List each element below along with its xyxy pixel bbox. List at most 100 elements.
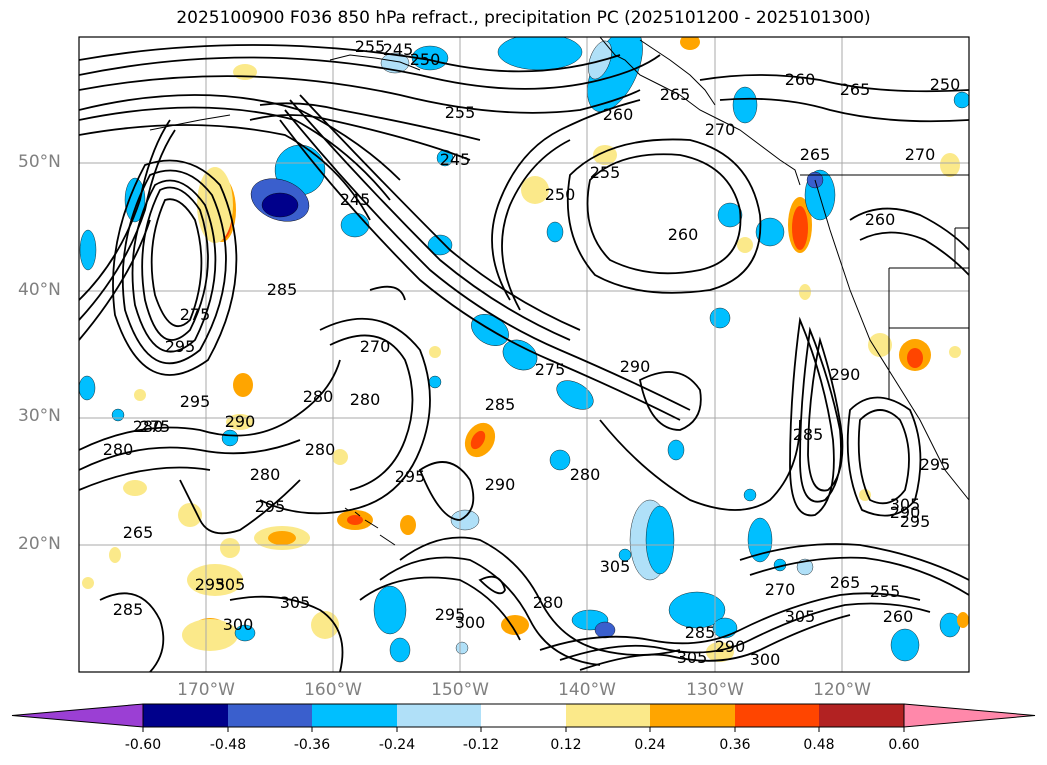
lon-label-170w: 170°W (177, 680, 235, 700)
contour-label: 300 (223, 615, 254, 634)
contour-line (807, 336, 844, 492)
contour-line (99, 592, 165, 672)
coastline (149, 37, 969, 546)
colorbar-bin (819, 704, 904, 727)
contour-line (79, 119, 171, 301)
lat-label-40n: 40°N (18, 280, 61, 300)
contour-line (249, 114, 471, 161)
contour-label: 245 (440, 150, 471, 169)
refractivity-contours (79, 44, 969, 672)
graticule (79, 37, 969, 672)
contour-label: 290 (830, 365, 861, 384)
precipitation-cell (233, 373, 253, 397)
lon-label-140w: 140°W (558, 680, 616, 700)
contour-label: 270 (705, 120, 736, 139)
precipitation-cell (645, 505, 675, 575)
coastline-segment (149, 114, 231, 131)
colorbar-tick: 0.36 (719, 737, 751, 753)
lat-label-20n: 20°N (18, 534, 61, 554)
contour-label: 295 (920, 455, 951, 474)
contour-line (79, 54, 661, 90)
contour-line (329, 334, 414, 491)
contour-label: 265 (800, 145, 831, 164)
precipitation-cell (400, 515, 416, 535)
lon-label-130w: 130°W (686, 680, 744, 700)
contour-line (849, 207, 969, 251)
contour-line (229, 595, 344, 672)
contour-label: 255 (355, 37, 386, 56)
precipitation-cell (427, 234, 453, 256)
precipitation-cell (940, 153, 960, 177)
contour-line (566, 138, 762, 294)
contour-label: 295 (195, 575, 226, 594)
precipitation-cell (187, 564, 243, 596)
contour-label: 300 (750, 650, 781, 669)
contour-label: 260 (668, 225, 699, 244)
coastline-segment (599, 37, 801, 186)
precipitation-cell (109, 547, 121, 563)
precipitation-cell (732, 86, 758, 124)
contour-label: 290 (890, 503, 921, 522)
coastline-segment (639, 39, 716, 106)
precipitation-cell (680, 37, 700, 50)
contour-label: 290 (225, 412, 256, 431)
precipitation-cell (233, 64, 257, 80)
precipitation-cell (332, 449, 348, 465)
contour-line (699, 74, 969, 93)
precipitation-cell (667, 439, 685, 461)
precipitation-cell (261, 192, 299, 218)
precipitation-cell (347, 515, 363, 525)
precipitation-cell (220, 538, 240, 558)
precipitation-cell (497, 37, 583, 71)
contour-line (121, 169, 227, 365)
contour-line (284, 109, 691, 411)
contour-label: 280 (533, 593, 564, 612)
contour-line (478, 575, 506, 595)
precipitation-cell (234, 624, 256, 642)
contour-line (739, 543, 969, 581)
contour-label: 295 (395, 467, 426, 486)
precipitation-cell (709, 307, 731, 329)
colorbar-tick: -0.12 (462, 737, 500, 753)
contour-line (859, 231, 969, 276)
contour-label: 290 (620, 357, 651, 376)
contour-label: 305 (890, 495, 921, 514)
precipitation-cell (618, 548, 632, 562)
contour-label: 260 (883, 607, 914, 626)
contour-line (379, 556, 601, 666)
contour-label: 275 (535, 360, 566, 379)
colorbar-upper-extend (903, 703, 1036, 728)
contour-label: 280 (103, 440, 134, 459)
contour-label: 285 (485, 395, 516, 414)
precipitation-cell (890, 628, 920, 662)
precipitation-cell (949, 346, 961, 358)
contour-line (289, 99, 571, 341)
colorbar-tick: -0.60 (124, 737, 162, 753)
colorbar-frame (142, 703, 905, 728)
contour-label: 255 (590, 163, 621, 182)
contour-line (799, 326, 842, 503)
precipitation-cell (868, 333, 892, 357)
contour-label: 270 (905, 145, 936, 164)
contour-label: 295 (180, 392, 211, 411)
contour-line (491, 99, 641, 301)
precipitation-cell (373, 585, 407, 635)
contour-label: 275 (140, 417, 171, 436)
precipitation-cell (907, 348, 923, 368)
contour-line (857, 409, 910, 505)
precipitation-cell (546, 221, 564, 243)
precipitation-cell (79, 375, 96, 401)
lon-label-120w: 120°W (813, 680, 871, 700)
precipitation-cell (717, 202, 743, 228)
contour-line (719, 97, 969, 123)
contour-line (599, 419, 801, 511)
precipitation-cell (82, 577, 94, 589)
precipitation-cell (706, 642, 734, 662)
contour-line (299, 94, 581, 331)
colorbar-lower-extend (11, 703, 144, 728)
contour-label: 265 (830, 573, 861, 592)
contour-line (79, 129, 176, 321)
colorbar-tick: -0.48 (209, 737, 247, 753)
